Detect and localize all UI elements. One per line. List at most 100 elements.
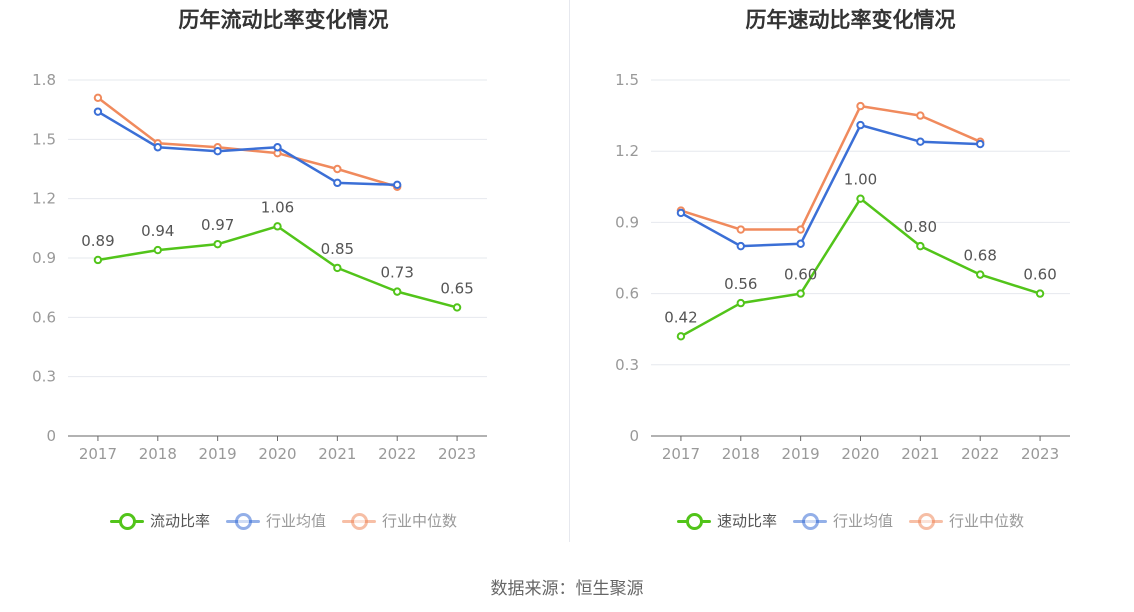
current-ratio-plot: 0 0.3 0.6 0.9 1.2 1.5 1.8 2017 2018 2019 2020 2021 2…	[32, 71, 487, 463]
legend-marker-icon	[909, 512, 943, 530]
y-tick-label: 1.5	[32, 130, 56, 148]
legend-item[interactable]: 行业均值	[792, 510, 893, 531]
legend-dot	[118, 512, 136, 530]
legend-marker-icon	[342, 512, 376, 530]
data-point	[273, 143, 282, 152]
legend-label: 行业均值	[265, 512, 326, 530]
legend-marker-icon	[109, 512, 144, 530]
legend-item[interactable]: 行业中位数	[342, 510, 457, 531]
data-label: 0.42	[664, 308, 697, 326]
data-point	[916, 241, 925, 251]
x-tick-label: 2017	[662, 445, 700, 463]
y-tick-label: 0.3	[615, 356, 639, 374]
x-tick-label: 2021	[318, 445, 356, 463]
x-tick-label: 2019	[199, 445, 237, 463]
data-label: 1.06	[261, 198, 294, 216]
legend-dot	[801, 512, 819, 530]
y-tick-label: 0.6	[615, 285, 639, 303]
series-line	[680, 104, 981, 231]
data-label: 0.94	[141, 222, 174, 240]
data-label: 1.00	[844, 171, 877, 189]
legend-label: 流动比率	[149, 512, 210, 530]
legend-label: 速动比率	[716, 512, 777, 530]
data-point	[916, 111, 925, 120]
x-tick-label: 2022	[378, 445, 416, 463]
data-point	[153, 245, 162, 255]
data-point	[333, 164, 342, 174]
data-label: 0.68	[964, 247, 997, 265]
data-point	[796, 239, 805, 248]
data-point	[916, 137, 925, 146]
x-tick-label: 2023	[1021, 445, 1059, 463]
data-point	[856, 194, 865, 203]
legend-item[interactable]: 行业中位数	[909, 510, 1024, 531]
x-tick-label: 2018	[722, 445, 760, 463]
data-point	[1035, 289, 1045, 298]
data-point	[676, 208, 686, 218]
legend-item[interactable]: 流动比率	[109, 510, 210, 531]
series-line	[97, 110, 398, 187]
panel-divider	[569, 0, 570, 542]
legend-dot	[918, 512, 935, 530]
x-tick-label: 2021	[901, 445, 939, 463]
chart-legend: 流动比率 行业均值 行业中位数	[0, 510, 567, 531]
y-tick-label: 1.2	[615, 142, 639, 160]
x-tick-label: 2017	[79, 445, 117, 463]
legend-dot	[685, 512, 703, 530]
data-point	[976, 139, 985, 149]
x-tick-label: 2020	[258, 445, 296, 463]
data-point	[93, 255, 103, 265]
data-label: 0.60	[1023, 266, 1056, 284]
series-line	[680, 123, 981, 248]
legend-item[interactable]: 行业均值	[225, 510, 326, 531]
chart-title: 历年速动比率变化情况	[745, 8, 956, 32]
x-tick-label: 2019	[782, 445, 820, 463]
legend-label: 行业中位数	[949, 512, 1025, 530]
legend-dot	[234, 512, 252, 530]
data-point	[452, 303, 462, 312]
data-label: 0.80	[904, 218, 937, 236]
x-tick-label: 2020	[841, 445, 879, 463]
data-point	[93, 107, 103, 116]
y-tick-label: 1.5	[615, 71, 639, 89]
legend-label: 行业中位数	[382, 512, 458, 530]
data-point	[93, 93, 103, 103]
y-tick-label: 0.9	[615, 213, 639, 231]
data-point	[153, 143, 162, 152]
data-point	[736, 298, 745, 308]
y-tick-label: 1.8	[32, 71, 56, 89]
data-point	[273, 222, 282, 231]
chart-legend: 速动比率 行业均值 行业中位数	[567, 510, 1134, 531]
y-tick-label: 1.2	[32, 190, 56, 208]
chart-title: 历年流动比率变化情况	[178, 8, 389, 32]
x-tick-label: 2018	[139, 445, 177, 463]
series-line	[680, 197, 1041, 338]
data-point	[213, 239, 222, 249]
current-ratio-chart: 历年流动比率变化情况 0 0.3 0.6 0.9 1.2 1.5 1.8 2017 2018 20…	[0, 0, 567, 560]
data-point	[393, 180, 402, 190]
legend-marker-icon	[792, 512, 827, 530]
data-label: 0.89	[81, 232, 114, 250]
series-line	[97, 96, 398, 188]
data-label: 0.56	[724, 275, 757, 293]
y-tick-label: 0	[46, 427, 56, 445]
y-tick-label: 0.9	[32, 249, 56, 267]
data-label: 0.60	[784, 266, 817, 284]
data-point	[213, 147, 222, 156]
data-label: 0.97	[201, 216, 234, 234]
y-tick-label: 0.6	[32, 308, 56, 326]
y-tick-label: 0.3	[32, 368, 56, 386]
quick-ratio-plot: 0 0.3 0.6 0.9 1.2 1.5 2017 2018 2019 2020 2021 2022…	[615, 71, 1070, 463]
data-point	[856, 120, 865, 130]
data-label: 0.73	[381, 264, 414, 282]
data-point	[856, 101, 865, 111]
data-point	[796, 225, 805, 234]
x-tick-label: 2023	[438, 445, 476, 463]
data-point	[333, 178, 342, 188]
x-tick-label: 2022	[961, 445, 999, 463]
legend-item[interactable]: 速动比率	[676, 510, 777, 531]
data-label: 0.85	[321, 240, 354, 258]
data-point	[333, 263, 342, 273]
data-point	[393, 287, 402, 296]
data-point	[976, 270, 985, 279]
